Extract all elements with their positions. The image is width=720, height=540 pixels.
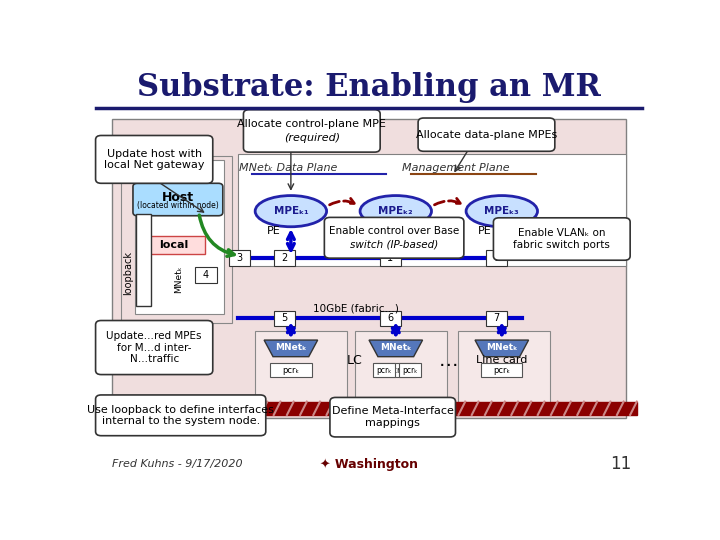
Text: ✦ Washington: ✦ Washington: [320, 458, 418, 471]
FancyBboxPatch shape: [195, 267, 217, 282]
FancyBboxPatch shape: [143, 235, 205, 254]
Text: Substrate: Enabling an MR: Substrate: Enabling an MR: [137, 72, 601, 103]
Text: 1: 1: [387, 253, 393, 263]
Text: MNetₖ: MNetₖ: [380, 343, 412, 352]
Text: 11: 11: [610, 455, 631, 473]
FancyBboxPatch shape: [96, 136, 213, 183]
Ellipse shape: [466, 195, 538, 227]
FancyBboxPatch shape: [330, 397, 456, 437]
Text: pcrₖ: pcrₖ: [402, 366, 418, 375]
FancyBboxPatch shape: [481, 363, 523, 377]
FancyBboxPatch shape: [459, 331, 550, 404]
FancyBboxPatch shape: [379, 310, 401, 326]
Text: pcrₖ: pcrₖ: [493, 366, 510, 375]
Text: Fred Kuhns - 9/17/2020: Fred Kuhns - 9/17/2020: [112, 459, 243, 469]
Text: Update…red MPEs
for M…d inter-
N…traffic: Update…red MPEs for M…d inter- N…traffic: [107, 331, 202, 364]
Text: 10GbE (fabric…): 10GbE (fabric…): [313, 303, 399, 313]
Text: LC: LC: [347, 354, 363, 367]
Polygon shape: [264, 340, 318, 357]
Text: Allocate control-plane MPE: Allocate control-plane MPE: [238, 119, 386, 129]
Text: Update host with
local Net gateway: Update host with local Net gateway: [104, 148, 204, 170]
Text: pcrₖ: pcrₖ: [377, 366, 392, 375]
FancyBboxPatch shape: [379, 250, 401, 266]
Text: MNetₖ: MNetₖ: [174, 265, 183, 293]
FancyBboxPatch shape: [135, 160, 224, 314]
Text: Allocate data-plane MPEs: Allocate data-plane MPEs: [416, 130, 557, 140]
Text: PE: PE: [267, 226, 281, 236]
FancyBboxPatch shape: [374, 363, 395, 377]
Text: pcrₖ: pcrₖ: [387, 366, 405, 375]
Text: MNetₖ Data Plane: MNetₖ Data Plane: [239, 163, 337, 173]
Text: Use loopback to define interfaces
internal to the system node.: Use loopback to define interfaces intern…: [87, 404, 274, 426]
Text: …: …: [439, 350, 459, 369]
FancyBboxPatch shape: [255, 331, 347, 404]
FancyBboxPatch shape: [375, 363, 416, 377]
Ellipse shape: [255, 195, 327, 227]
Text: PE: PE: [372, 226, 386, 236]
Ellipse shape: [360, 195, 431, 227]
FancyBboxPatch shape: [133, 183, 222, 216]
FancyBboxPatch shape: [485, 310, 507, 326]
Text: MNetₖ: MNetₖ: [275, 343, 307, 352]
FancyBboxPatch shape: [355, 331, 447, 404]
FancyBboxPatch shape: [238, 154, 626, 266]
Text: switch (IP-based): switch (IP-based): [350, 239, 438, 249]
FancyArrowPatch shape: [199, 215, 234, 256]
Text: local: local: [159, 240, 189, 250]
FancyBboxPatch shape: [274, 250, 294, 266]
FancyBboxPatch shape: [274, 310, 294, 326]
FancyBboxPatch shape: [270, 363, 312, 377]
Text: 5: 5: [281, 313, 287, 323]
FancyBboxPatch shape: [112, 119, 626, 418]
Text: Host: Host: [162, 191, 194, 204]
FancyBboxPatch shape: [493, 218, 630, 260]
Text: 6: 6: [387, 313, 393, 323]
Text: Enable VLANₖ on
fabric switch ports: Enable VLANₖ on fabric switch ports: [513, 228, 611, 250]
FancyBboxPatch shape: [485, 250, 507, 266]
Text: MPEₖ₁: MPEₖ₁: [274, 206, 308, 216]
FancyBboxPatch shape: [243, 402, 637, 415]
Text: pcrₖ: pcrₖ: [282, 366, 300, 375]
FancyBboxPatch shape: [324, 218, 464, 258]
Polygon shape: [475, 340, 528, 357]
Text: Management Plane: Management Plane: [402, 163, 509, 173]
Text: 2: 2: [281, 253, 287, 263]
Text: 4: 4: [203, 270, 209, 280]
Text: (required): (required): [284, 133, 340, 143]
FancyBboxPatch shape: [136, 214, 151, 306]
Text: PE: PE: [478, 226, 492, 236]
FancyBboxPatch shape: [418, 118, 555, 151]
Text: 7: 7: [493, 313, 500, 323]
Text: 3: 3: [236, 253, 243, 263]
FancyBboxPatch shape: [399, 363, 421, 377]
Polygon shape: [369, 340, 423, 357]
Text: MPEₖ₂: MPEₖ₂: [379, 206, 413, 216]
Text: Define Meta-Interface
mappings: Define Meta-Interface mappings: [332, 407, 454, 428]
FancyBboxPatch shape: [96, 395, 266, 436]
Text: Line card: Line card: [476, 355, 528, 365]
FancyBboxPatch shape: [121, 156, 233, 322]
Text: 0: 0: [493, 253, 499, 263]
Text: (located within node): (located within node): [138, 201, 219, 210]
Text: MNetₖ: MNetₖ: [486, 343, 518, 352]
FancyBboxPatch shape: [229, 250, 250, 266]
Text: loopback: loopback: [123, 251, 133, 295]
Text: MPEₖ₃: MPEₖ₃: [485, 206, 519, 216]
FancyBboxPatch shape: [243, 110, 380, 152]
FancyBboxPatch shape: [96, 321, 213, 375]
Text: Enable control over Base: Enable control over Base: [329, 226, 459, 237]
